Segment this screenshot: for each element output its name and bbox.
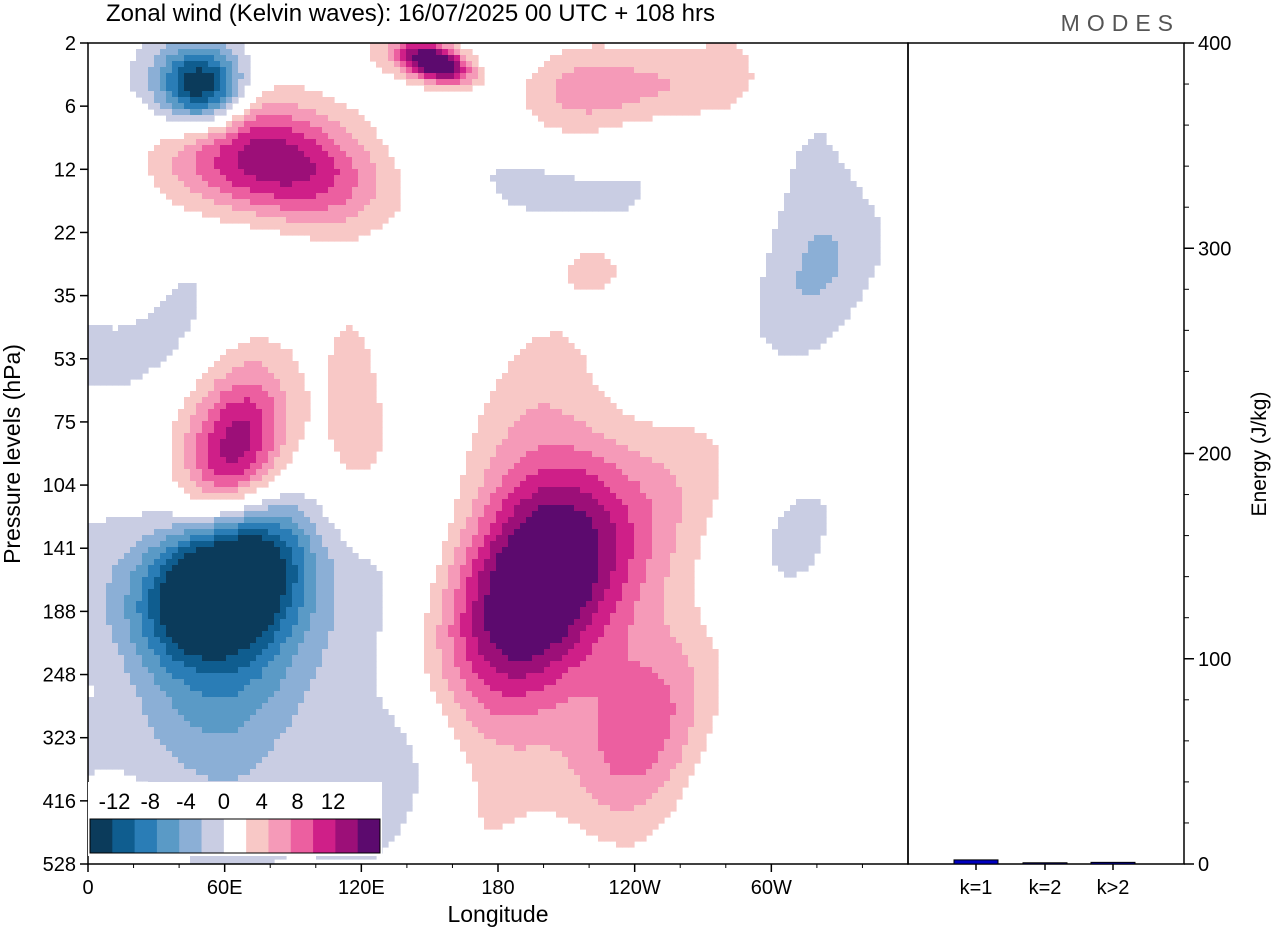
y-tick-label: 528 xyxy=(43,854,76,876)
colorbar-label: -4 xyxy=(176,789,196,814)
energy-bar xyxy=(1090,861,1136,865)
x-tick-label: 180 xyxy=(481,877,514,899)
x-tick-label: 120E xyxy=(338,877,385,899)
energy-tick-label: 300 xyxy=(1198,238,1231,260)
x-tick-label: 0 xyxy=(82,877,93,899)
colorbar-swatch xyxy=(313,819,336,853)
colorbar-swatch xyxy=(112,819,136,853)
colorbar-swatch xyxy=(335,819,359,853)
colorbar-label: 4 xyxy=(256,789,268,814)
colorbar-swatch xyxy=(357,819,381,853)
y-tick-label: 22 xyxy=(54,222,76,244)
page-title: Zonal wind (Kelvin waves): 16/07/2025 00… xyxy=(106,0,715,27)
brand-logo: MODES xyxy=(1060,10,1180,36)
y-tick-label: 35 xyxy=(54,286,76,308)
y-axis-label: Pressure levels (hPa) xyxy=(0,344,25,564)
energy-tick-label: 0 xyxy=(1198,854,1209,876)
x-tick-label: 60E xyxy=(207,877,243,899)
energy-axis-label: Energy (J/kg) xyxy=(1248,392,1271,517)
energy-panel-frame xyxy=(907,42,1185,865)
y-tick-label: 53 xyxy=(54,349,76,371)
colorbar-swatch xyxy=(290,819,314,853)
colorbar-label: 0 xyxy=(218,789,230,814)
y-tick-label: 323 xyxy=(43,728,76,750)
colorbar-label: -12 xyxy=(99,789,131,814)
energy-tick-label: 200 xyxy=(1198,444,1231,466)
colorbar-swatch xyxy=(179,819,203,853)
y-tick-label: 6 xyxy=(65,96,76,118)
colorbar-legend: -12 -8 -4 0 4 8 12 xyxy=(88,782,382,856)
y-axis: 2 6 12 22 35 53 75 104 141 188 248 323 416 528 xyxy=(43,33,88,876)
colorbar-swatch xyxy=(223,819,247,853)
y-tick-label: 188 xyxy=(43,601,76,623)
energy-bar xyxy=(1022,862,1068,865)
y-tick-label: 104 xyxy=(43,475,76,497)
energy-tick-label: 100 xyxy=(1198,649,1231,671)
x-axis: 0 60E 120E 180 120W 60W xyxy=(82,864,863,899)
energy-category-label: k=2 xyxy=(1029,877,1062,899)
y-tick-label: 248 xyxy=(43,665,76,687)
x-tick-label: 120W xyxy=(609,877,661,899)
y-tick-label: 2 xyxy=(65,33,76,55)
colorbar-label: -8 xyxy=(140,789,160,814)
colorbar-swatch xyxy=(134,819,158,853)
energy-tick-label: 400 xyxy=(1198,33,1231,55)
x-tick-label: 60W xyxy=(751,877,792,899)
colorbar-frame xyxy=(89,818,381,854)
colorbar-swatch xyxy=(201,819,225,853)
energy-category-label: k=1 xyxy=(960,877,993,899)
energy-bar xyxy=(953,859,999,865)
colorbar-swatch xyxy=(90,819,113,853)
y-tick-label: 75 xyxy=(54,412,76,434)
wind-field xyxy=(88,43,881,864)
y-tick-label: 12 xyxy=(54,159,76,181)
y-tick-label: 416 xyxy=(43,791,76,813)
colorbar-swatch xyxy=(156,819,180,853)
energy-axis: 0 100 200 300 400 xyxy=(1184,33,1231,876)
energy-bars: k=1 k=2 k>2 xyxy=(953,859,1136,899)
colorbar-label: 12 xyxy=(321,789,345,814)
x-axis-label: Longitude xyxy=(447,901,548,927)
colorbar-swatch xyxy=(246,819,269,853)
colorbar-swatch xyxy=(268,819,292,853)
colorbar-label: 8 xyxy=(291,789,303,814)
energy-category-label: k>2 xyxy=(1097,877,1130,899)
y-tick-label: 141 xyxy=(43,538,76,560)
